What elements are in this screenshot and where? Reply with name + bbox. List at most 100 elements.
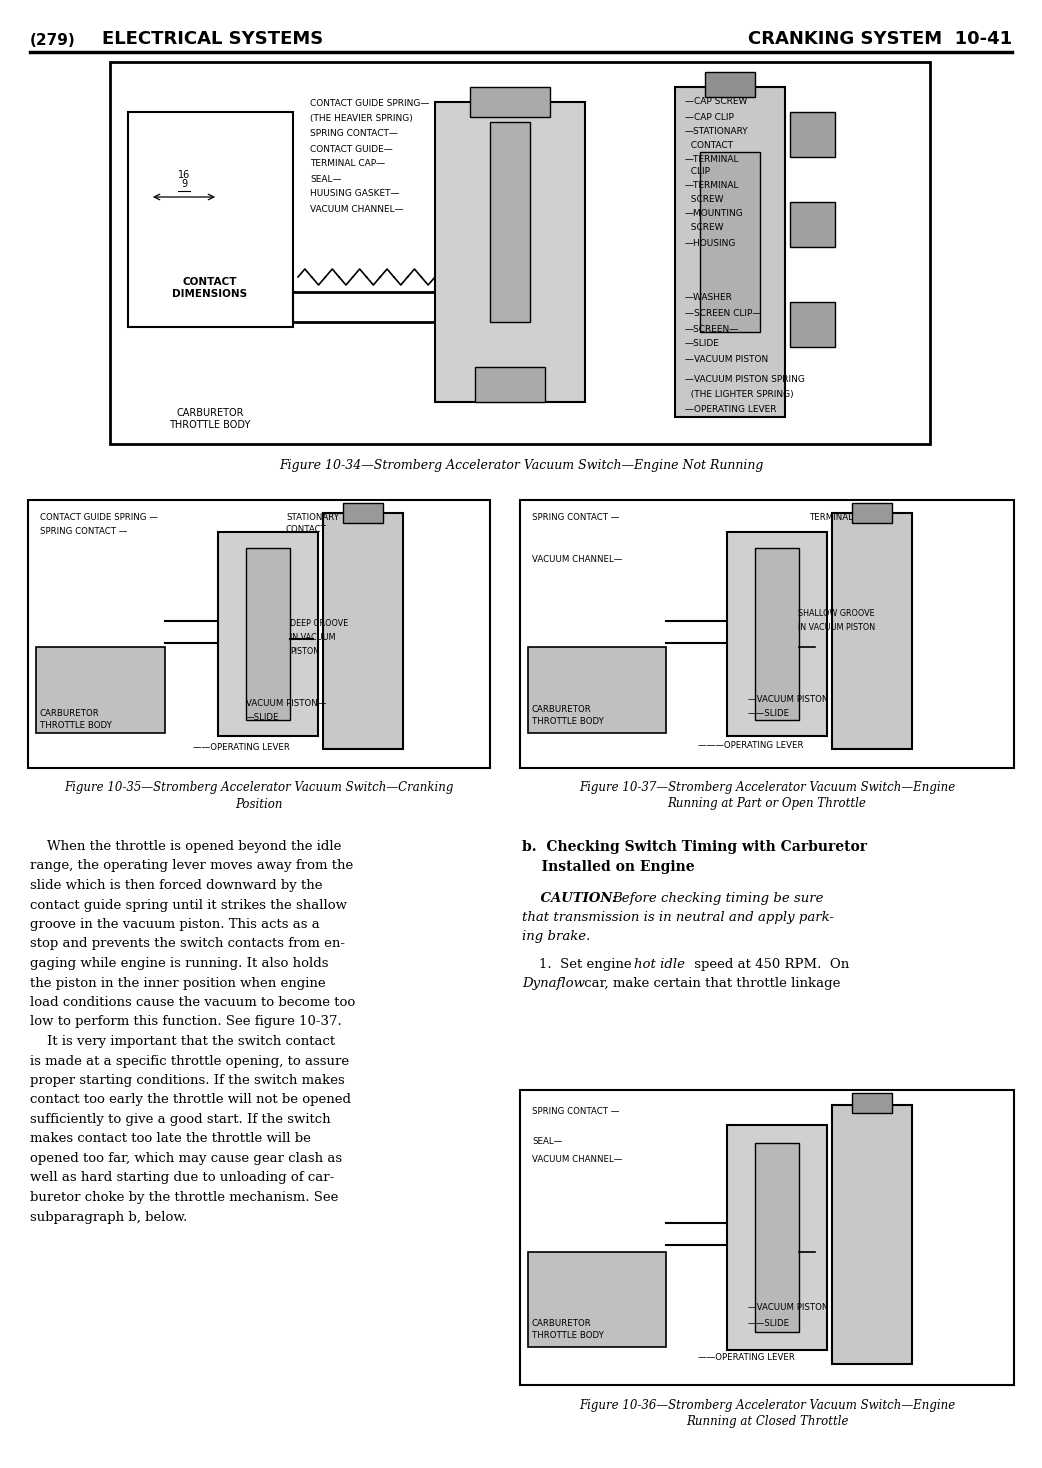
Text: STATIONARY: STATIONARY [286, 514, 339, 523]
Text: CARBURETOR: CARBURETOR [532, 1318, 592, 1327]
Text: SPRING CONTACT —: SPRING CONTACT — [532, 1107, 619, 1117]
Text: CARBURETOR: CARBURETOR [532, 706, 592, 715]
Bar [343, 502, 383, 523]
Text: IN VACUUM PISTON: IN VACUUM PISTON [798, 622, 875, 631]
Text: that transmission is in neutral and apply park-: that transmission is in neutral and appl… [522, 912, 834, 923]
Text: opened too far, which may cause gear clash as: opened too far, which may cause gear cla… [30, 1152, 342, 1166]
Text: CONTACT
DIMENSIONS: CONTACT DIMENSIONS [172, 277, 248, 299]
Text: the piston in the inner position when engine: the piston in the inner position when en… [30, 976, 325, 989]
Text: SPRING CONTACT —: SPRING CONTACT — [532, 514, 619, 523]
Text: ——OPERATING LEVER: ——OPERATING LEVER [698, 1352, 795, 1361]
Text: VACUUM CHANNEL—: VACUUM CHANNEL— [532, 1155, 622, 1164]
Text: —VACUUM PISTON SPRING: —VACUUM PISTON SPRING [685, 376, 804, 385]
Text: It is very important that the switch contact: It is very important that the switch con… [30, 1035, 336, 1048]
Text: IN VACUUM: IN VACUUM [290, 634, 336, 643]
Text: sufficiently to give a good start. If the switch: sufficiently to give a good start. If th… [30, 1113, 330, 1126]
Text: SCREW: SCREW [685, 223, 723, 232]
Text: ing brake.: ing brake. [522, 931, 591, 942]
Text: CONTACT GUIDE—: CONTACT GUIDE— [311, 144, 393, 154]
Text: makes contact too late the throttle will be: makes contact too late the throttle will… [30, 1132, 311, 1145]
Text: contact too early the throttle will not be opened: contact too early the throttle will not … [30, 1094, 351, 1107]
Text: hot idle: hot idle [634, 959, 685, 970]
Text: —VACUUM PISTON: —VACUUM PISTON [748, 696, 828, 705]
Text: ——OPERATING LEVER: ——OPERATING LEVER [193, 743, 290, 753]
Bar [790, 203, 835, 247]
Text: (279): (279) [30, 32, 76, 48]
Text: CRANKING SYSTEM  10-41: CRANKING SYSTEM 10-41 [748, 29, 1012, 48]
Text: ———OPERATING LEVER: ———OPERATING LEVER [698, 741, 803, 750]
Text: buretor choke by the throttle mechanism. See: buretor choke by the throttle mechanism.… [30, 1191, 339, 1204]
Bar [852, 502, 892, 523]
Text: Running at Part or Open Throttle: Running at Part or Open Throttle [668, 797, 867, 810]
Text: —SCREEN CLIP—: —SCREEN CLIP— [685, 310, 762, 319]
Bar [435, 101, 585, 402]
Text: 9: 9 [181, 179, 188, 189]
Text: ELECTRICAL SYSTEMS: ELECTRICAL SYSTEMS [102, 29, 323, 48]
Bar [528, 1252, 666, 1346]
Bar [790, 302, 835, 346]
Text: SPRING CONTACT—: SPRING CONTACT— [311, 129, 398, 138]
Bar [705, 72, 755, 97]
Text: VACUUM PISTON—: VACUUM PISTON— [246, 699, 326, 708]
Text: VACUUM CHANNEL—: VACUUM CHANNEL— [311, 206, 403, 214]
Text: —VACUUM PISTON: —VACUUM PISTON [748, 1302, 828, 1311]
Text: Figure 10-37—Stromberg Accelerator Vacuum Switch—Engine: Figure 10-37—Stromberg Accelerator Vacuu… [579, 781, 956, 794]
Text: CONTACT GUIDE SPRING —: CONTACT GUIDE SPRING — [40, 514, 158, 523]
Bar [790, 112, 835, 157]
Text: CONTACT: CONTACT [685, 141, 733, 150]
Text: subparagraph b, below.: subparagraph b, below. [30, 1211, 188, 1223]
Bar [490, 122, 530, 321]
Text: CARBURETOR
THROTTLE BODY: CARBURETOR THROTTLE BODY [169, 408, 251, 430]
Text: —MOUNTING: —MOUNTING [685, 210, 744, 219]
Text: Figure 10-36—Stromberg Accelerator Vacuum Switch—Engine: Figure 10-36—Stromberg Accelerator Vacuu… [579, 1399, 956, 1412]
Text: —SCREEN—: —SCREEN— [685, 324, 739, 333]
Text: range, the operating lever moves away from the: range, the operating lever moves away fr… [30, 859, 353, 872]
Text: —SLIDE: —SLIDE [246, 712, 279, 721]
Bar [832, 1105, 912, 1364]
Text: Figure 10-35—Stromberg Accelerator Vacuum Switch—Cranking: Figure 10-35—Stromberg Accelerator Vacuu… [65, 781, 453, 794]
Text: Dynaflow: Dynaflow [522, 978, 585, 989]
Bar [470, 87, 550, 117]
Text: CONTACT GUIDE SPRING—: CONTACT GUIDE SPRING— [311, 100, 429, 109]
Text: (THE HEAVIER SPRING): (THE HEAVIER SPRING) [311, 113, 413, 122]
Text: ——SLIDE: ——SLIDE [748, 709, 790, 718]
Text: proper starting conditions. If the switch makes: proper starting conditions. If the switc… [30, 1075, 345, 1086]
Bar [246, 548, 291, 719]
Text: b.  Checking Switch Timing with Carburetor: b. Checking Switch Timing with Carbureto… [522, 840, 867, 854]
Text: is made at a specific throttle opening, to assure: is made at a specific throttle opening, … [30, 1054, 349, 1067]
Text: THROTTLE BODY: THROTTLE BODY [40, 721, 111, 730]
Text: Installed on Engine: Installed on Engine [522, 860, 695, 873]
Text: Before checking timing be sure: Before checking timing be sure [612, 893, 823, 904]
Text: —SLIDE: —SLIDE [685, 339, 720, 348]
Bar [520, 501, 1014, 768]
Text: well as hard starting due to unloading of car-: well as hard starting due to unloading o… [30, 1171, 334, 1185]
Text: ——SLIDE: ——SLIDE [748, 1318, 790, 1327]
Text: Running at Closed Throttle: Running at Closed Throttle [686, 1415, 848, 1427]
Bar [832, 514, 912, 749]
Text: —CAP SCREW: —CAP SCREW [685, 97, 747, 107]
Text: TERMINAL CAP—: TERMINAL CAP— [311, 160, 386, 169]
Text: groove in the vacuum piston. This acts as a: groove in the vacuum piston. This acts a… [30, 918, 320, 931]
Text: CARBURETOR: CARBURETOR [40, 709, 100, 718]
Text: slide which is then forced downward by the: slide which is then forced downward by t… [30, 879, 323, 893]
Bar [28, 501, 490, 768]
Text: —STATIONARY: —STATIONARY [685, 128, 748, 137]
Text: —CAP CLIP: —CAP CLIP [685, 113, 734, 122]
Text: SPRING CONTACT —: SPRING CONTACT — [40, 527, 127, 536]
Text: —OPERATING LEVER: —OPERATING LEVER [685, 405, 776, 414]
Text: THROTTLE BODY: THROTTLE BODY [532, 718, 604, 727]
Text: —WASHER: —WASHER [685, 292, 733, 301]
Text: CLIP: CLIP [685, 167, 710, 176]
Bar [128, 112, 293, 327]
Text: contact guide spring until it strikes the shallow: contact guide spring until it strikes th… [30, 898, 347, 912]
Text: 16: 16 [178, 170, 190, 181]
Text: —TERMINAL: —TERMINAL [685, 182, 740, 191]
Text: gaging while engine is running. It also holds: gaging while engine is running. It also … [30, 957, 328, 970]
Text: load conditions cause the vacuum to become too: load conditions cause the vacuum to beco… [30, 995, 355, 1009]
Bar [727, 533, 827, 735]
Text: SEAL—: SEAL— [532, 1138, 563, 1147]
Bar [852, 1094, 892, 1113]
Bar [700, 153, 760, 332]
Text: Position: Position [235, 797, 282, 810]
Text: CONTACT: CONTACT [286, 526, 327, 534]
